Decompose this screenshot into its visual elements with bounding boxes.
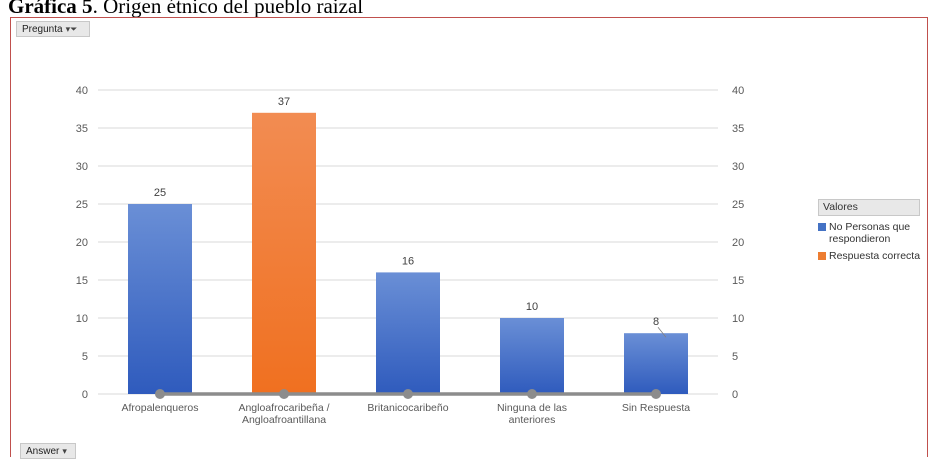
y-tick-label-right: 30 xyxy=(732,161,744,173)
caption-bold: Gráfica 5 xyxy=(8,0,93,18)
data-label: 16 xyxy=(402,255,414,267)
bar xyxy=(500,318,564,394)
data-label: 37 xyxy=(278,96,290,108)
legend-swatch-orange xyxy=(818,252,826,260)
bar xyxy=(128,204,192,394)
overlay-marker xyxy=(279,389,289,399)
legend-item-correcta: Respuesta correcta xyxy=(818,250,932,262)
overlay-marker xyxy=(651,389,661,399)
x-tick-label: Angloafrocaribeña / xyxy=(238,402,329,414)
x-tick-label: anteriores xyxy=(509,414,556,426)
y-tick-label-right: 0 xyxy=(732,389,738,401)
y-tick-label-left: 15 xyxy=(76,275,88,287)
y-tick-label-right: 20 xyxy=(732,237,744,249)
y-tick-label-left: 0 xyxy=(82,389,88,401)
chart-caption: Gráfica 5. Origen étnico del pueblo raiz… xyxy=(8,0,363,18)
y-tick-label-right: 10 xyxy=(732,313,744,325)
legend-item-respondieron: No Personas que respondieron xyxy=(818,221,932,245)
legend-title[interactable]: Valores xyxy=(818,199,920,216)
y-tick-label-left: 5 xyxy=(82,351,88,363)
chart-frame xyxy=(10,17,928,457)
caption-rest: . Origen étnico del pueblo raizal xyxy=(92,0,364,18)
y-tick-label-left: 35 xyxy=(76,123,88,135)
data-label: 25 xyxy=(154,187,166,199)
overlay-marker xyxy=(155,389,165,399)
data-label: 10 xyxy=(526,301,538,313)
y-tick-label-left: 40 xyxy=(76,85,88,97)
filter-icon[interactable]: ▾⏷ xyxy=(65,24,78,34)
data-label: 8 xyxy=(653,316,659,328)
legend-swatch-blue xyxy=(818,223,826,231)
leader-line xyxy=(657,326,667,338)
legend: Valores No Personas que respondieron Res… xyxy=(818,199,932,262)
pregunta-label: Pregunta xyxy=(22,24,63,35)
y-tick-label-left: 30 xyxy=(76,161,88,173)
pregunta-field-button[interactable]: Pregunta ▾⏷ xyxy=(16,21,90,37)
bar xyxy=(252,112,316,395)
y-tick-label-right: 15 xyxy=(732,275,744,287)
y-tick-label-right: 5 xyxy=(732,351,738,363)
x-tick-label: Sin Respuesta xyxy=(622,402,690,414)
overlay-marker xyxy=(403,389,413,399)
bar xyxy=(376,272,440,394)
y-tick-label-right: 40 xyxy=(732,85,744,97)
overlay-marker xyxy=(527,389,537,399)
x-tick-label: Ninguna de las xyxy=(497,402,567,414)
answer-label: Answer xyxy=(26,446,60,457)
legend-label-respondieron: No Personas que respondieron xyxy=(829,221,911,245)
legend-label-correcta: Respuesta correcta xyxy=(829,250,921,262)
y-tick-label-right: 25 xyxy=(732,199,744,211)
x-tick-label: Afropalenqueros xyxy=(121,402,198,414)
x-tick-label: Angloafroantillana xyxy=(242,414,326,426)
y-tick-label-right: 35 xyxy=(732,123,744,135)
dropdown-arrow-icon[interactable]: ▾ xyxy=(62,446,67,456)
x-tick-label: Britanicocaribeño xyxy=(367,402,448,414)
y-tick-label-left: 10 xyxy=(76,313,88,325)
bar xyxy=(624,333,688,394)
y-tick-label-left: 25 xyxy=(76,199,88,211)
y-tick-label-left: 20 xyxy=(76,237,88,249)
